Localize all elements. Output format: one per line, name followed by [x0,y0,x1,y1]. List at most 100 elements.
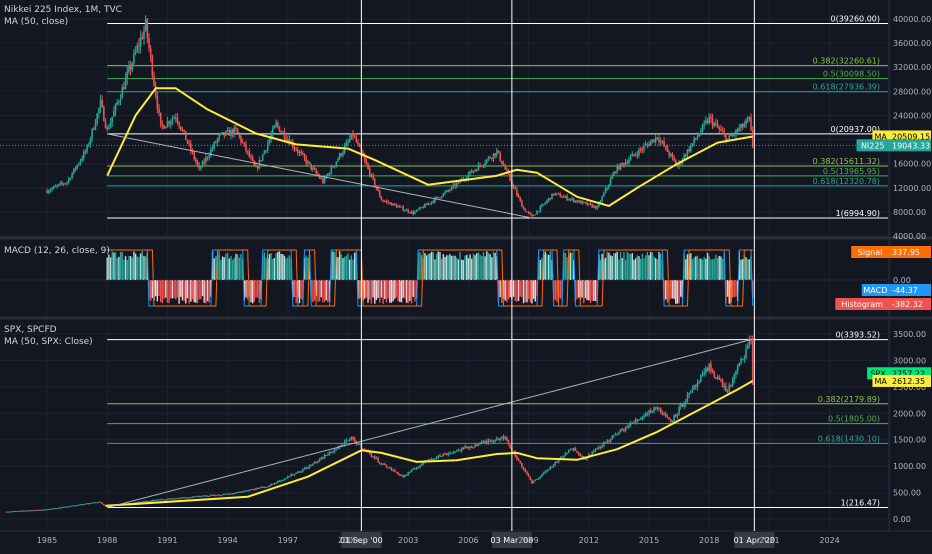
spx-candle [412,468,415,470]
spx-candle [690,390,692,394]
nikkei-candle [312,167,314,170]
spx-candle [491,441,493,443]
nikkei-candle [181,129,184,131]
macd-histogram-bar [594,280,597,302]
spx-candle [574,448,577,451]
spx-candle [303,468,306,470]
spx-candle [159,499,162,501]
nikkei-candle [216,138,219,143]
nikkei-candle [370,174,373,176]
spx-candle [168,498,170,500]
spx-candle [460,447,463,451]
macd-histogram-bar [345,255,348,280]
spx-candle [94,502,97,504]
nikkei-candle [686,149,689,156]
nikkei-candle [664,146,667,148]
spx-candle [300,471,302,473]
spx-candle [618,431,620,435]
nikkei-candle [502,164,505,166]
spx-candle [372,456,374,458]
nikkei-candle [663,141,665,147]
spx-candle [537,478,540,480]
macd-histogram-bar [649,251,652,280]
spx-candle [281,480,284,482]
spx-candle [447,453,450,456]
macd-histogram-bar [397,280,399,302]
spx-candle [422,462,425,465]
spx-candle [527,474,530,477]
macd-histogram-bar [521,280,523,298]
macd-histogram-bar [223,257,225,280]
macd-histogram-bar [109,257,112,280]
spx-candle [619,429,622,432]
macd-histogram-bar [419,252,421,280]
spx-candle [750,340,752,342]
nikkei-candle [405,209,408,211]
nikkei-candle [623,163,625,166]
spx-candle [377,458,379,463]
macd-histogram-bar [452,255,455,280]
spx-candle [241,491,244,493]
spx-candle [22,510,25,512]
macd-histogram-bar [568,255,570,280]
spx-candle [228,493,231,495]
macd-histogram-bar [623,251,625,280]
macd-signal-line [107,249,753,307]
nikkei-candle [526,211,528,213]
macd-histogram-bar [703,256,705,280]
spx-candle [435,457,438,459]
nikkei-candle [539,206,542,212]
spx-candle [138,501,140,503]
spx-candle [21,510,23,512]
spx-candle [668,417,670,420]
spx-candle [465,446,468,448]
spx-candle [56,508,58,510]
nikkei-candle [305,157,307,164]
spx-candle [445,453,448,456]
spx-candle [643,416,645,418]
nikkei-candle [198,164,200,168]
nikkei-candle [552,193,555,195]
nikkei-candle [168,121,170,124]
spx-candle [57,507,60,509]
spx-candle [380,463,383,465]
spx-candle [345,440,348,442]
spx-candle [221,494,224,496]
macd-histogram-badge-value: -382.32 [892,300,923,309]
macd-histogram-bar [444,256,446,280]
nikkei-candle [245,144,247,151]
spx-y-tick-label: 2500.00 [893,383,926,392]
spx-candle [370,452,373,457]
spx-candle [332,451,334,453]
macd-histogram-bar [527,280,530,300]
spx-candle [638,419,640,421]
spx-candle [547,469,550,471]
spx-candle [261,487,264,489]
macd-histogram-bar [658,251,660,280]
nikkei-candle [626,162,629,164]
nikkei-candle [266,143,269,151]
macd-histogram-bar [563,253,565,280]
nikkei-candle [231,129,234,135]
nikkei-candle [751,130,754,147]
nikkei-candle [691,143,694,146]
nikkei-candle [584,202,587,204]
nikkei-candle [332,166,334,168]
macd-histogram-bar [338,251,341,280]
spx-candle [136,502,139,504]
spx-trendline [107,339,752,509]
nikkei-candle [82,151,85,159]
x-tick-label: 2009 [518,536,538,545]
spx-candle [41,509,43,511]
nikkei-candle [735,129,737,135]
macd-value-badge-value-bg [889,284,931,296]
nikkei-candle [273,125,276,129]
spx-candle [691,388,694,391]
spx-candle [191,496,194,498]
nikkei-candle [210,149,212,156]
spx-candle [529,476,532,480]
spx-candle [67,506,70,508]
macd-histogram-bar [581,280,583,298]
